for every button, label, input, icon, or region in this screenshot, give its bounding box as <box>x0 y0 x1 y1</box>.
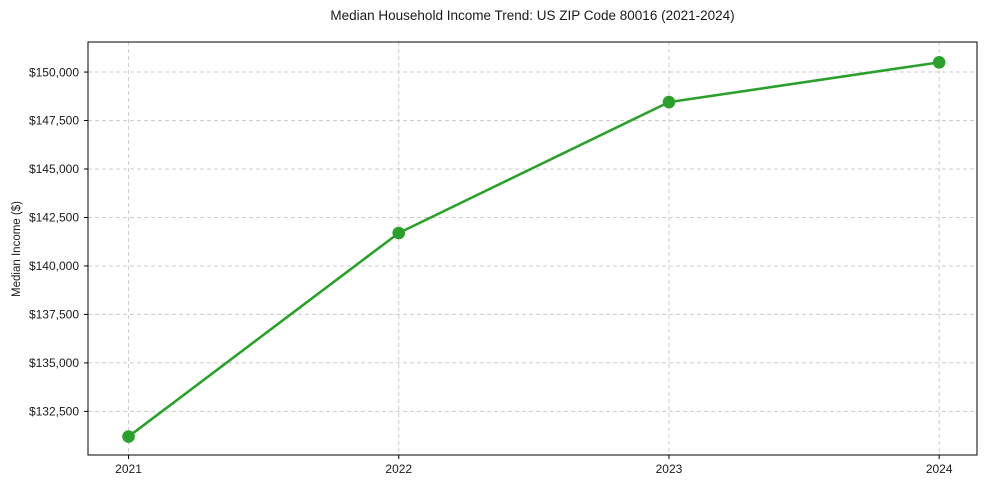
x-tick-label: 2024 <box>926 462 953 476</box>
chart-title: Median Household Income Trend: US ZIP Co… <box>330 8 735 23</box>
x-tick-label: 2022 <box>385 462 412 476</box>
x-tick-label: 2023 <box>656 462 683 476</box>
plot-border <box>87 41 978 456</box>
x-tick-label: 2021 <box>115 462 142 476</box>
y-tick-label: $132,500 <box>29 405 79 419</box>
data-point <box>392 226 406 240</box>
y-tick-label: $150,000 <box>29 65 79 79</box>
y-tick-label: $137,500 <box>29 308 79 322</box>
data-line <box>127 61 941 438</box>
y-tick-label: $145,000 <box>29 162 79 176</box>
y-tick-label: $140,000 <box>29 259 79 273</box>
data-point <box>932 56 946 69</box>
y-axis-label: Median Income ($) <box>11 201 23 297</box>
data-point <box>662 95 676 109</box>
y-tick-label: $147,500 <box>29 114 79 128</box>
y-tick-label: $135,000 <box>29 356 79 370</box>
y-tick-label: $142,500 <box>29 211 79 225</box>
data-point <box>122 430 135 443</box>
